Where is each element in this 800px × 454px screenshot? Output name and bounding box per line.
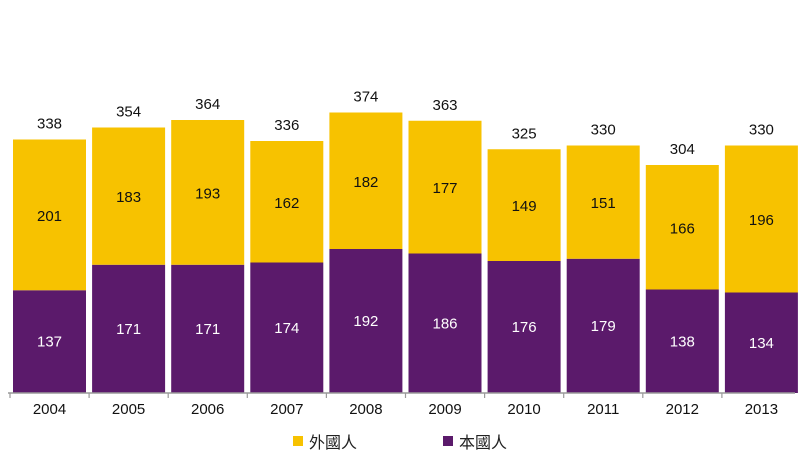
bar-segment-domestic: [724, 292, 798, 393]
legend-swatch-foreign: [292, 436, 303, 446]
data-label-total: 330: [749, 122, 774, 139]
bar-segment-domestic: [171, 264, 245, 393]
data-label-foreign: 183: [116, 189, 141, 206]
bar-segment-domestic: [487, 261, 561, 393]
data-label-foreign: 151: [591, 195, 616, 212]
data-label-total: 364: [195, 96, 220, 113]
bar-segment-foreign: [408, 120, 482, 254]
bar-segment-domestic: [566, 258, 640, 393]
bar-segment-foreign: [250, 141, 324, 263]
data-label-total: 330: [591, 122, 616, 139]
data-label-total: 304: [670, 141, 695, 158]
x-tick-label: 2010: [507, 401, 540, 418]
bar-segment-domestic: [408, 253, 482, 393]
data-label-domestic: 138: [670, 333, 695, 350]
data-label-foreign: 193: [195, 185, 220, 202]
data-label-total: 336: [274, 117, 299, 134]
bar-segment-domestic: [329, 249, 403, 393]
bars-group: [13, 112, 798, 393]
data-label-total: 338: [37, 116, 62, 133]
data-label-domestic: 176: [512, 319, 537, 336]
data-labels: 137 201 338 2004 171 183 354 2005 171 193 364 2006 1…: [33, 89, 778, 419]
data-label-domestic: 134: [749, 335, 774, 352]
bar-segment-domestic: [92, 264, 166, 393]
legend-label-domestic: 本國人: [459, 433, 508, 452]
x-tick-label: 2008: [349, 401, 382, 418]
data-label-domestic: 137: [37, 334, 62, 351]
data-label-foreign: 196: [749, 212, 774, 229]
data-label-domestic: 174: [274, 320, 299, 337]
data-label-total: 374: [353, 89, 378, 106]
legend: 外國人 本國人: [0, 428, 800, 454]
bar-segment-foreign: [645, 165, 719, 290]
legend-item-domestic: 本國人: [443, 429, 507, 453]
data-label-total: 363: [432, 97, 457, 114]
bar-segment-domestic: [645, 289, 719, 393]
legend-label-foreign: 外國人: [308, 433, 357, 452]
data-label-foreign: 182: [353, 174, 378, 191]
x-tick-label: 2007: [270, 401, 303, 418]
data-label-foreign: 177: [432, 180, 457, 197]
x-tick-label: 2009: [428, 401, 461, 418]
bar-segment-foreign: [724, 145, 798, 293]
bar-segment-domestic: [250, 262, 324, 393]
bar-segment-foreign: [329, 112, 403, 249]
data-label-total: 354: [116, 104, 141, 121]
data-label-domestic: 192: [353, 313, 378, 330]
legend-item-foreign: 外國人: [292, 429, 357, 453]
x-tick-label: 2013: [745, 401, 778, 418]
data-label-domestic: 171: [195, 321, 220, 338]
data-label-foreign: 162: [274, 195, 299, 212]
data-label-total: 325: [512, 125, 537, 142]
bar-segment-foreign: [13, 139, 86, 291]
bar-segment-foreign: [487, 149, 561, 261]
x-tick-label: 2004: [33, 401, 66, 418]
x-tick-label: 2006: [191, 401, 224, 418]
legend-swatch-domestic: [443, 436, 453, 446]
data-label-domestic: 171: [116, 321, 141, 338]
x-axis-ticks: [9, 393, 723, 398]
bar-segment-domestic: [13, 290, 86, 393]
x-tick-label: 2011: [587, 401, 619, 418]
data-label-domestic: 186: [432, 315, 457, 332]
data-label-domestic: 179: [591, 318, 616, 335]
bar-segment-foreign: [171, 120, 245, 265]
data-label-foreign: 149: [512, 198, 537, 215]
data-label-foreign: 166: [670, 220, 695, 237]
data-label-foreign: 201: [37, 208, 62, 225]
bar-segment-foreign: [566, 145, 640, 259]
bar-segment-foreign: [92, 127, 166, 265]
x-tick-label: 2012: [666, 401, 699, 418]
x-tick-label: 2005: [112, 401, 145, 418]
